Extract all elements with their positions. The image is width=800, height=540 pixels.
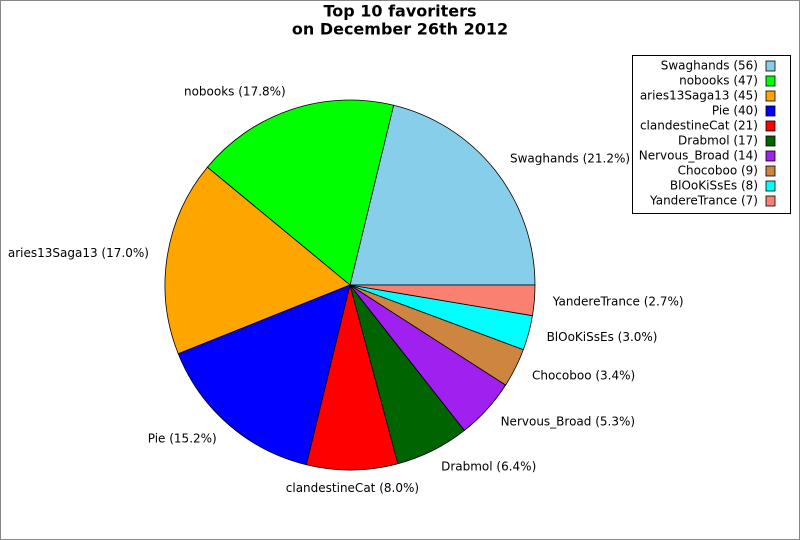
pie-slice (206, 99, 395, 286)
legend-swatch (765, 150, 776, 162)
slice-label: nobooks (17.8%) (184, 84, 286, 98)
slice-label: Chocoboo (3.4%) (532, 369, 635, 383)
legend-label: aries13Saga13 (45) (640, 89, 758, 103)
legend-label: Swaghands (56) (661, 59, 758, 73)
slice-label: Nervous_Broad (5.3%) (501, 414, 635, 428)
slice-label: Pie (15.2%) (148, 431, 217, 445)
legend-swatch (765, 135, 776, 147)
legend-label: YandereTrance (7) (649, 194, 758, 208)
legend-swatch (765, 165, 776, 177)
pie-slice (349, 104, 536, 286)
legend-label: Pie (40) (712, 104, 758, 118)
pie-slice (349, 284, 536, 317)
pie-slice (177, 284, 351, 466)
legend-label: Drabmol (17) (678, 134, 758, 148)
legend-label: Chocoboo (9) (678, 164, 758, 178)
legend-swatch (765, 120, 776, 132)
slice-label: clandestineCat (8.0%) (286, 481, 419, 495)
legend-swatch (765, 195, 776, 207)
slice-label: BlOoKiSsEs (3.0%) (547, 330, 658, 344)
pie-slice (305, 284, 399, 471)
chart-title: Top 10 favoriters (323, 2, 476, 21)
legend-label: clandestineCat (21) (640, 119, 758, 133)
legend-swatch (765, 90, 776, 102)
slice-label: YandereTrance (2.7%) (552, 294, 684, 308)
legend-swatch (765, 180, 776, 192)
legend-label: BlOoKiSsEs (8) (670, 179, 758, 193)
chart-subtitle: on December 26th 2012 (292, 20, 508, 39)
slice-label: aries13Saga13 (17.0%) (8, 246, 149, 260)
legend-swatch (765, 105, 776, 117)
pie-slice (164, 166, 351, 355)
legend-swatch (765, 75, 776, 87)
legend-swatch (765, 60, 776, 72)
legend-box (632, 55, 791, 214)
legend-label: Nervous_Broad (14) (639, 149, 758, 163)
legend-label: nobooks (47) (679, 74, 758, 88)
slice-label: Swaghands (21.2%) (510, 152, 630, 166)
slice-label: Drabmol (6.4%) (441, 459, 536, 473)
